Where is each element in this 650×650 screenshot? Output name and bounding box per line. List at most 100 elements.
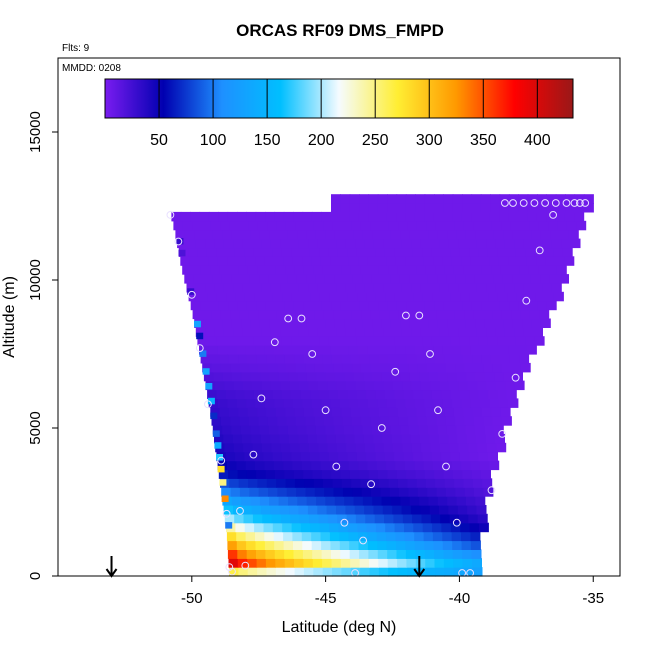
colorbar-tick-label: 300 [416, 132, 443, 149]
heatmap-cell [512, 274, 523, 284]
heatmap-cell [425, 354, 436, 364]
heatmap-cell [312, 549, 323, 559]
heatmap-cell [477, 513, 488, 524]
heatmap-cell [210, 354, 220, 364]
chart-title: ORCAS RF09 DMS_FMPD [236, 21, 444, 40]
heatmap-cell [252, 283, 262, 293]
heatmap-cell [430, 327, 440, 337]
heatmap-cell [316, 318, 326, 328]
heatmap-cell [386, 256, 397, 266]
heatmap-cell [249, 362, 260, 373]
heatmap-cell [438, 433, 449, 444]
heatmap-cell [508, 398, 519, 408]
heatmap-cell [366, 291, 377, 302]
heatmap-cell [236, 540, 247, 550]
heatmap-cell [495, 327, 506, 337]
heatmap-cell [432, 522, 443, 533]
heatmap-cell [216, 336, 227, 346]
heatmap-cell [372, 229, 383, 240]
heatmap-cell [476, 283, 487, 293]
heatmap-cell [385, 291, 396, 302]
heatmap-cell [330, 540, 341, 550]
heatmap-cell [424, 203, 435, 213]
y-tick-label: 5000 [27, 411, 44, 444]
heatmap-cell [422, 291, 433, 302]
heatmap-cell [257, 407, 268, 417]
heatmap-cell [241, 496, 252, 506]
heatmap-cell [461, 256, 472, 266]
heatmap-cell [336, 238, 347, 249]
heatmap-cell [264, 398, 275, 408]
heatmap-cell [239, 362, 250, 373]
heatmap-cell [200, 300, 211, 311]
heatmap-cell [383, 238, 394, 249]
heatmap-cell [363, 371, 374, 382]
heatmap-cell [536, 211, 547, 222]
heatmap-cell [373, 505, 384, 515]
heatmap-cell [390, 425, 401, 435]
heatmap-cell [283, 531, 294, 542]
heatmap-cell [490, 203, 501, 213]
heatmap-cell [288, 371, 299, 382]
sample-point [519, 199, 528, 207]
heatmap-cell [359, 300, 370, 311]
heatmap-cell [386, 211, 397, 222]
heatmap-cell [320, 460, 331, 471]
heatmap-cell [442, 531, 453, 542]
heatmap-cell [229, 407, 239, 417]
heatmap-cell [255, 398, 266, 408]
heatmap-cell [257, 567, 268, 577]
heatmap-cell [418, 425, 429, 435]
heatmap-cell [514, 283, 525, 293]
heatmap-cell [441, 336, 451, 346]
heatmap-cell [415, 549, 426, 559]
heatmap-cell [327, 442, 338, 453]
heatmap-cell [361, 362, 372, 373]
heatmap-cell [308, 238, 319, 249]
heatmap-cell [416, 407, 427, 417]
heatmap-cell [242, 238, 253, 249]
heatmap-cell [488, 291, 499, 302]
heatmap-cell [446, 487, 456, 497]
heatmap-cell [358, 540, 369, 550]
heatmap-cell [415, 300, 426, 311]
heatmap-cell [340, 469, 351, 479]
heatmap-cell [275, 300, 285, 311]
heatmap-cell [238, 567, 249, 577]
heatmap-cell [448, 283, 459, 293]
heatmap-cell [227, 256, 238, 266]
heatmap-cell [397, 558, 408, 568]
heatmap-cell [538, 265, 549, 275]
heatmap-cell [475, 425, 485, 435]
heatmap-cell [526, 256, 537, 266]
heatmap-cell [205, 238, 216, 249]
heatmap-cell [439, 380, 450, 391]
heatmap-cell [393, 442, 404, 453]
heatmap-cell [378, 354, 389, 364]
heatmap-cell [315, 229, 326, 240]
heatmap-cell [413, 291, 424, 302]
heatmap-cell [224, 442, 235, 453]
heatmap-cell [323, 220, 334, 231]
heatmap-cell [233, 442, 244, 453]
heatmap-cell [297, 425, 308, 435]
heatmap-cell [465, 229, 476, 240]
x-tick-label: -35 [582, 590, 604, 607]
heatmap-cell [361, 416, 372, 426]
heatmap-cell [191, 265, 202, 275]
heatmap-cell [205, 283, 216, 293]
heatmap-cell [236, 398, 247, 408]
sample-point [509, 199, 517, 207]
heatmap-cell [317, 380, 328, 391]
heatmap-cell [315, 274, 326, 284]
heatmap-cell [403, 451, 414, 462]
heatmap-cell [173, 220, 184, 231]
heatmap-cell [238, 407, 249, 417]
heatmap-cell [388, 407, 399, 417]
heatmap-cell [583, 194, 594, 204]
heatmap-cell [518, 203, 529, 213]
heatmap-cell [500, 265, 511, 275]
heatmap-cell [297, 318, 308, 328]
heatmap-cell [235, 389, 246, 399]
heatmap-cell [537, 194, 547, 204]
